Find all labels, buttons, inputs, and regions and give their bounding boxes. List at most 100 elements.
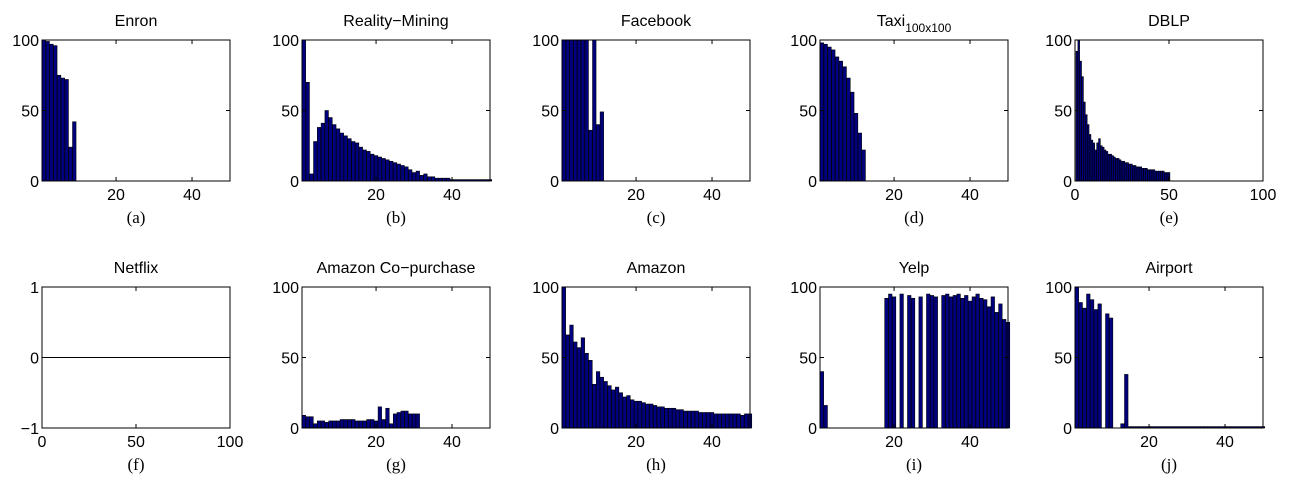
x-tick-label: 40 — [703, 434, 721, 451]
subplot-title-text: Enron — [115, 13, 158, 30]
subplot-title-text: Taxi — [877, 13, 905, 30]
bar — [945, 293, 950, 429]
bar — [358, 420, 363, 429]
bar — [861, 149, 866, 182]
bar — [408, 169, 413, 182]
bar — [990, 296, 995, 429]
bar — [419, 175, 424, 182]
subplot-caption: (a) — [127, 208, 146, 227]
bar — [910, 297, 916, 429]
bar — [819, 42, 824, 182]
bar — [1079, 60, 1082, 182]
bar — [687, 410, 692, 429]
bar — [1132, 165, 1135, 182]
y-tick-label: 1 — [30, 280, 39, 297]
y-tick-label: 100 — [532, 280, 559, 297]
bar — [569, 324, 574, 429]
bar — [313, 423, 318, 429]
y-tick-label: 0 — [550, 421, 559, 438]
bar — [702, 412, 707, 429]
bar — [1124, 162, 1127, 182]
subplot-title: DBLP — [1148, 13, 1190, 30]
y-tick-label: 100 — [272, 33, 299, 50]
axes-frame — [301, 286, 491, 429]
bar — [411, 172, 417, 182]
bar — [1090, 299, 1095, 429]
bar — [956, 293, 961, 429]
subplot-caption: (d) — [904, 208, 924, 227]
bar — [68, 146, 73, 182]
bar — [975, 293, 980, 429]
bar — [1078, 302, 1083, 429]
bar — [1096, 142, 1099, 182]
bar — [72, 121, 77, 182]
subplot-8: 20 40 0 50 100 Amazon (h) — [532, 260, 753, 474]
subplot-title-subscript: 100x100 — [905, 21, 951, 35]
bar — [1100, 145, 1103, 182]
bar — [819, 371, 824, 429]
bar — [884, 297, 889, 429]
bar — [713, 413, 718, 429]
bar — [698, 412, 703, 429]
bar — [389, 423, 394, 429]
y-tick-label: 100 — [12, 33, 39, 50]
bar — [392, 413, 398, 429]
bar — [744, 413, 749, 429]
bar — [888, 293, 893, 429]
bar — [1137, 166, 1141, 182]
bar — [596, 371, 601, 429]
x-tick-label: 20 — [885, 434, 903, 451]
bar — [320, 420, 325, 429]
bar — [952, 295, 957, 429]
subplot-title-text: Reality−Mining — [343, 13, 448, 30]
bar — [427, 176, 432, 182]
x-tick-label: 20 — [627, 187, 645, 204]
subplot-5: 0 50 100 0 50 100 DBLP (e) — [1045, 13, 1276, 227]
subplot-7: 20 40 0 50 100 Amazon Co−purchase (g) — [272, 260, 491, 474]
bar — [1105, 313, 1110, 429]
bar — [1105, 151, 1109, 182]
bar — [415, 413, 420, 429]
y-tick-label: 50 — [281, 104, 299, 121]
bar — [336, 420, 341, 429]
bar — [430, 176, 436, 182]
bar — [1085, 114, 1088, 182]
y-tick-label: 0 — [290, 174, 299, 191]
bar — [846, 77, 851, 182]
bar — [1109, 153, 1112, 182]
bar — [392, 162, 398, 182]
bar — [1160, 170, 1163, 182]
bar — [309, 173, 314, 182]
bar — [1158, 170, 1161, 182]
bar — [400, 165, 405, 182]
bar — [626, 395, 631, 429]
bar — [664, 407, 669, 429]
subplot-caption: (i) — [906, 455, 922, 474]
y-tick-label: 100 — [1045, 33, 1072, 50]
y-tick-label: 0 — [1063, 421, 1072, 438]
y-tick-label: 50 — [541, 104, 559, 121]
x-tick-label: 20 — [107, 187, 125, 204]
bar — [732, 413, 737, 429]
bar — [1128, 163, 1131, 182]
bar — [596, 124, 601, 182]
bar — [588, 129, 593, 182]
bar — [694, 410, 699, 429]
y-tick-label: 50 — [21, 104, 39, 121]
bar — [1082, 307, 1087, 429]
subplot-4: 20 40 0 50 100 Taxi100x100 (d) — [790, 13, 1009, 227]
bar — [577, 347, 582, 429]
bar — [1141, 168, 1144, 182]
bar — [339, 132, 344, 182]
bar — [1165, 172, 1169, 182]
bar — [1083, 101, 1086, 182]
bar — [926, 293, 931, 429]
bar — [599, 376, 604, 429]
bar — [998, 303, 1003, 429]
bar — [929, 295, 935, 429]
x-tick-label: 20 — [367, 434, 385, 451]
subplot-caption: (j) — [1161, 455, 1177, 474]
subplot-caption: (b) — [386, 208, 406, 227]
bar — [423, 173, 428, 182]
